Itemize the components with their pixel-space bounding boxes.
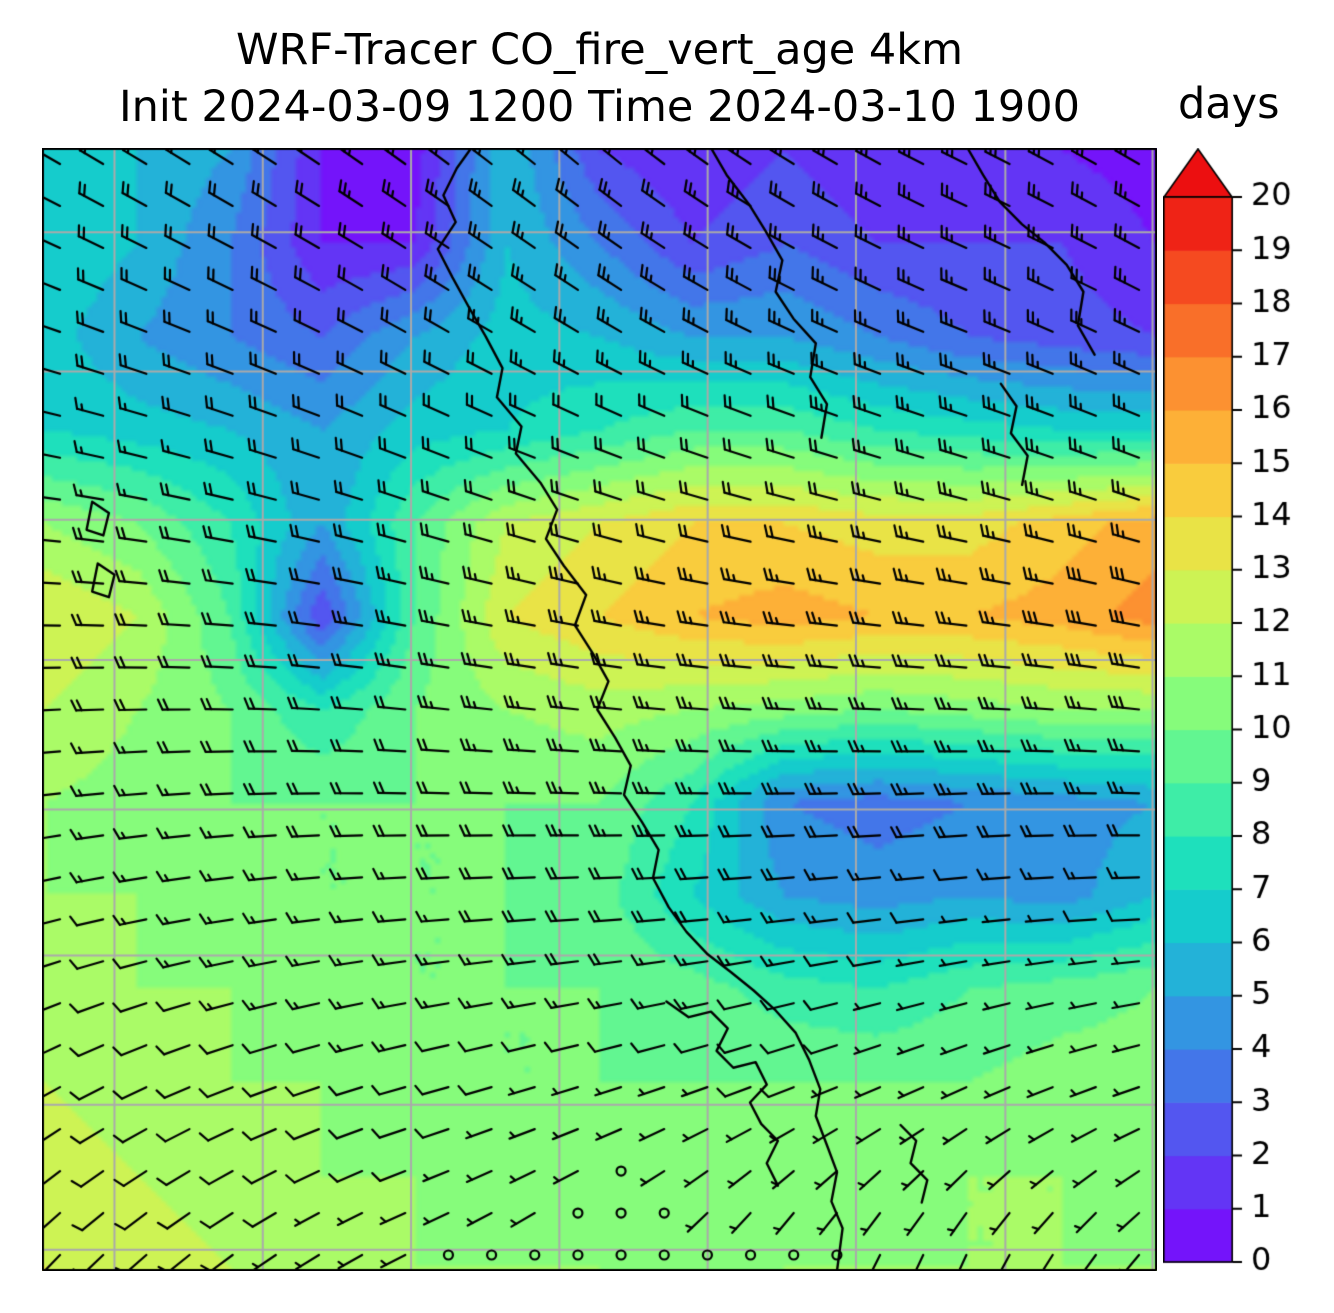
map-panel [42, 148, 1157, 1271]
plot-title: WRF-Tracer CO_fire_vert_age 4km Init 202… [42, 22, 1157, 136]
colorbar-panel [1163, 148, 1334, 1271]
map-canvas [42, 148, 1157, 1271]
plot-title-line1: WRF-Tracer CO_fire_vert_age 4km [235, 25, 964, 75]
plot-title-line2: Init 2024-03-09 1200 Time 2024-03-10 190… [119, 82, 1080, 132]
colorbar-unit-label: days [1178, 79, 1280, 129]
colorbar [1163, 148, 1334, 1271]
